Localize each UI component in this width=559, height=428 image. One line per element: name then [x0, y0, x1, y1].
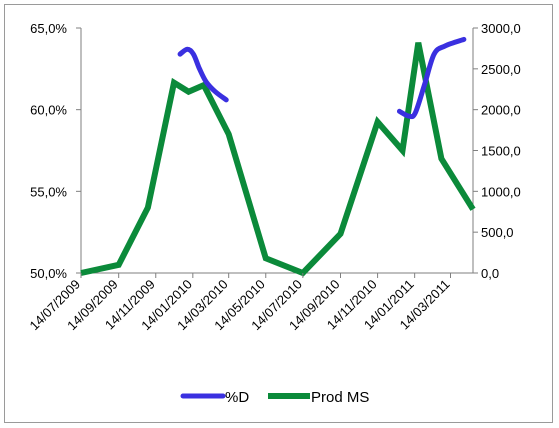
legend: %D Prod MS [180, 389, 369, 406]
right-tick-label: 0,0 [481, 266, 499, 281]
right-tick-label: 2500,0 [481, 62, 521, 77]
legend-label-pct-d: %D [225, 389, 249, 406]
left-tick-label: 65,0% [30, 21, 67, 36]
left-tick-label: 60,0% [30, 103, 67, 118]
series-line-prod-ms [80, 42, 476, 277]
series-layer [80, 36, 476, 277]
left-tick-label: 50,0% [30, 266, 67, 281]
right-tick-label: 1000,0 [481, 184, 521, 199]
right-axis-ticks: 0,0 500,0 1000,0 1500,0 2000,0 2500,0 3000,0 [473, 21, 521, 281]
right-tick-label: 1500,0 [481, 144, 521, 159]
left-axis-ticks: 50,0% 55,0% 60,0% 65,0% [30, 21, 81, 281]
series-line-pct-d [396, 36, 467, 120]
right-tick-label: 500,0 [481, 225, 514, 240]
right-tick-label: 2000,0 [481, 103, 521, 118]
chart-frame [4, 4, 553, 423]
legend-label-prod-ms: Prod MS [311, 389, 369, 406]
left-tick-label: 55,0% [30, 184, 67, 199]
right-tick-label: 3000,0 [481, 21, 521, 36]
x-axis-ticks: 14/07/200914/09/200914/11/200914/01/2010… [26, 273, 453, 333]
series-line-pct-d [177, 46, 229, 103]
